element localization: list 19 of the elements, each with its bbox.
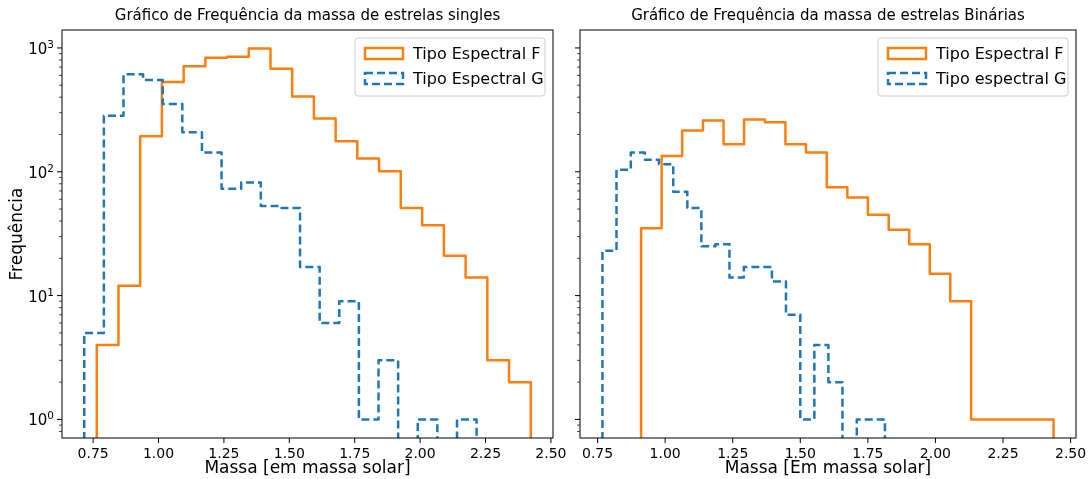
x-tick-label: 1.00	[649, 445, 681, 461]
x-tick-label: 2.25	[469, 445, 502, 461]
legend-label: Tipo Espectral G	[412, 69, 544, 88]
legend-label: Tipo Espectral F	[935, 44, 1064, 63]
x-tick-label: 0.75	[581, 445, 614, 461]
x-tick-label: 2.25	[987, 445, 1019, 461]
y-tick-label: 10$^{3}$	[28, 37, 54, 58]
x-tick-label: 1.00	[142, 445, 175, 461]
legend-label: Tipo espectral G	[935, 69, 1067, 88]
x-tick-label: 0.75	[77, 445, 109, 461]
y-tick-label: 10$^{0}$	[28, 409, 54, 430]
y-tick-label: 10$^{1}$	[28, 285, 54, 306]
y-tick-label: 10$^{2}$	[28, 161, 54, 182]
x-tick-label: 2.50	[535, 445, 567, 461]
x-tick-label: 2.50	[1055, 445, 1087, 461]
chart-title: Gráfico de Frequência da massa de estrelas Binárias	[631, 6, 1026, 24]
chart-title: Gráfico de Frequência da massa de estrelas singles	[114, 6, 501, 24]
legend-label: Tipo Espectral F	[412, 44, 541, 63]
y-axis-title: Frequência	[6, 187, 26, 281]
